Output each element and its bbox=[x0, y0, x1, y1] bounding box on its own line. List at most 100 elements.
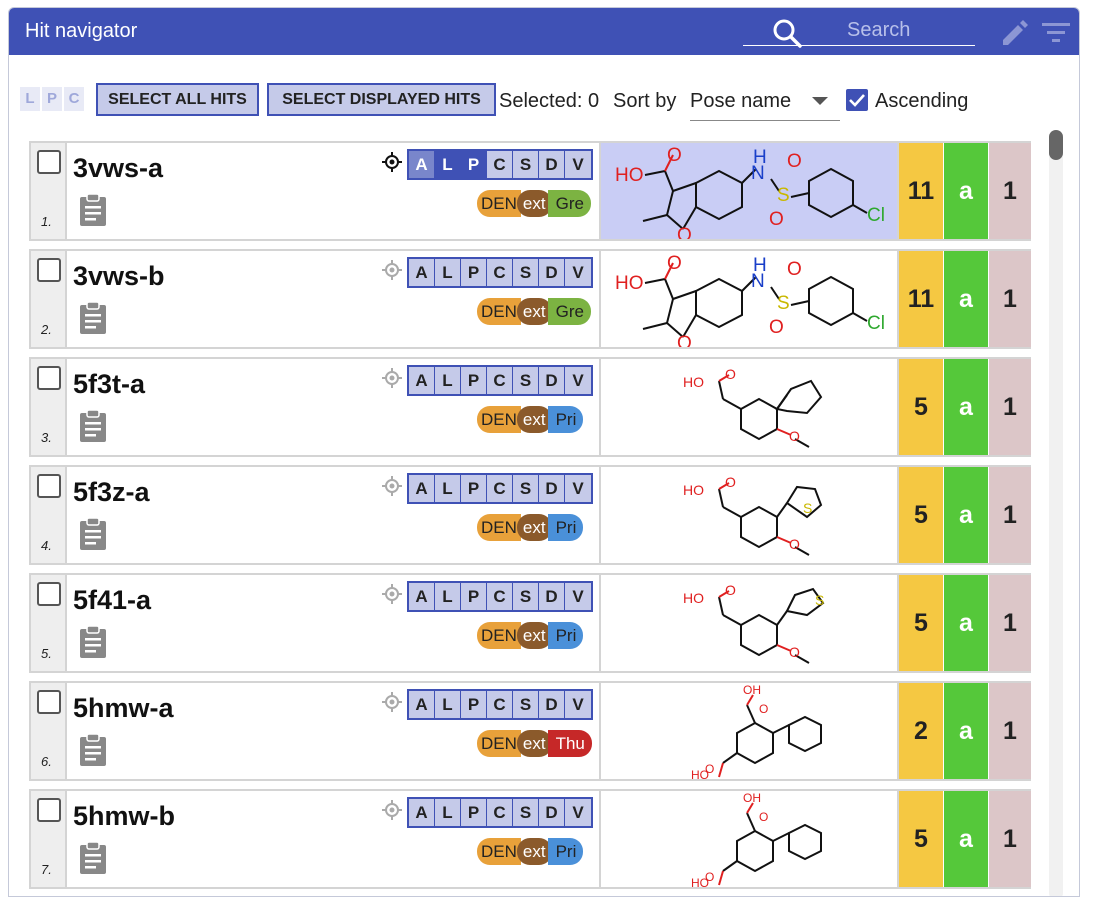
view-toggle-d[interactable]: D bbox=[539, 583, 565, 610]
search-box[interactable] bbox=[743, 16, 975, 48]
view-toggle-v[interactable]: V bbox=[565, 583, 591, 610]
view-toggle-v[interactable]: V bbox=[565, 151, 591, 178]
view-toggle-c[interactable]: C bbox=[487, 799, 513, 826]
filter-c[interactable]: C bbox=[64, 87, 84, 111]
select-displayed-hits-button[interactable]: SELECT DISPLAYED HITS bbox=[267, 83, 496, 116]
view-toggle-a[interactable]: A bbox=[409, 367, 435, 394]
row-checkbox[interactable] bbox=[37, 366, 61, 390]
row-checkbox[interactable] bbox=[37, 798, 61, 822]
view-toggle-l[interactable]: L bbox=[435, 799, 461, 826]
view-toggle-p[interactable]: P bbox=[461, 367, 487, 394]
view-toggle-s[interactable]: S bbox=[513, 691, 539, 718]
view-toggle-a[interactable]: A bbox=[409, 691, 435, 718]
view-toggle-v[interactable]: V bbox=[565, 691, 591, 718]
locate-icon[interactable] bbox=[381, 691, 403, 713]
pose-name[interactable]: 3vws-b bbox=[73, 261, 165, 291]
view-toggle-p[interactable]: P bbox=[461, 151, 487, 178]
view-toggle-s[interactable]: S bbox=[513, 151, 539, 178]
row-checkbox[interactable] bbox=[37, 474, 61, 498]
pose-name[interactable]: 3vws-a bbox=[73, 153, 164, 183]
locate-icon[interactable] bbox=[381, 583, 403, 605]
view-toggle-v[interactable]: V bbox=[565, 799, 591, 826]
view-toggle-a[interactable]: A bbox=[409, 151, 435, 178]
view-toggle-s[interactable]: S bbox=[513, 367, 539, 394]
clipboard-icon[interactable] bbox=[78, 841, 108, 875]
view-toggle-l[interactable]: L bbox=[435, 259, 461, 286]
view-toggle-a[interactable]: A bbox=[409, 259, 435, 286]
view-toggle-p[interactable]: P bbox=[461, 583, 487, 610]
view-toggle-c[interactable]: C bbox=[487, 475, 513, 502]
view-toggle-v[interactable]: V bbox=[565, 259, 591, 286]
view-toggle-l[interactable]: L bbox=[435, 367, 461, 394]
sort-select[interactable]: Pose name bbox=[690, 81, 840, 121]
clipboard-icon[interactable] bbox=[78, 301, 108, 335]
locate-icon[interactable] bbox=[381, 151, 403, 173]
view-toggle-p[interactable]: P bbox=[461, 475, 487, 502]
view-toggle-p[interactable]: P bbox=[461, 259, 487, 286]
select-all-hits-button[interactable]: SELECT ALL HITS bbox=[96, 83, 259, 116]
view-toggle-a[interactable]: A bbox=[409, 799, 435, 826]
view-toggle-d[interactable]: D bbox=[539, 151, 565, 178]
view-toggle-d[interactable]: D bbox=[539, 259, 565, 286]
view-toggle-v[interactable]: V bbox=[565, 367, 591, 394]
pose-name[interactable]: 5f3z-a bbox=[73, 477, 150, 507]
locate-icon[interactable] bbox=[381, 367, 403, 389]
view-toggle-l[interactable]: L bbox=[435, 691, 461, 718]
clipboard-icon[interactable] bbox=[78, 733, 108, 767]
pose-name[interactable]: 5f3t-a bbox=[73, 369, 146, 399]
pose-name[interactable]: 5hmw-a bbox=[73, 693, 174, 723]
pose-name[interactable]: 5f41-a bbox=[73, 585, 152, 615]
view-toggle-p[interactable]: P bbox=[461, 799, 487, 826]
filter-l[interactable]: L bbox=[20, 87, 40, 111]
scrollbar-thumb[interactable] bbox=[1049, 130, 1063, 160]
view-toggle-a[interactable]: A bbox=[409, 583, 435, 610]
view-toggle-c[interactable]: C bbox=[487, 691, 513, 718]
view-toggle-c[interactable]: C bbox=[487, 367, 513, 394]
clipboard-icon[interactable] bbox=[78, 517, 108, 551]
view-toggle-l[interactable]: L bbox=[435, 475, 461, 502]
view-toggle-s[interactable]: S bbox=[513, 259, 539, 286]
clipboard-icon[interactable] bbox=[78, 409, 108, 443]
row-checkbox[interactable] bbox=[37, 690, 61, 714]
edit-icon[interactable] bbox=[997, 18, 1031, 48]
view-toggle-v[interactable]: V bbox=[565, 475, 591, 502]
view-toggle-d[interactable]: D bbox=[539, 475, 565, 502]
scrollbar-track[interactable] bbox=[1049, 130, 1063, 896]
view-toggle-d[interactable]: D bbox=[539, 799, 565, 826]
view-toggle-a[interactable]: A bbox=[409, 475, 435, 502]
row-checkbox[interactable] bbox=[37, 582, 61, 606]
filter-icon[interactable] bbox=[1039, 18, 1073, 48]
view-toggle-c[interactable]: C bbox=[487, 259, 513, 286]
row-checkbox[interactable] bbox=[37, 258, 61, 282]
view-toggle-c[interactable]: C bbox=[487, 583, 513, 610]
locate-icon[interactable] bbox=[381, 259, 403, 281]
pose-name[interactable]: 5hmw-b bbox=[73, 801, 176, 831]
clipboard-icon[interactable] bbox=[78, 625, 108, 659]
svg-text:O: O bbox=[787, 151, 802, 172]
view-toggle-s[interactable]: S bbox=[513, 799, 539, 826]
view-toggle-l[interactable]: L bbox=[435, 151, 461, 178]
clipboard-icon[interactable] bbox=[78, 193, 108, 227]
search-input[interactable] bbox=[847, 19, 967, 42]
locate-icon[interactable] bbox=[381, 475, 403, 497]
view-toggle-d[interactable]: D bbox=[539, 367, 565, 394]
view-toggle-l[interactable]: L bbox=[435, 583, 461, 610]
search-icon[interactable] bbox=[771, 17, 805, 51]
filter-p[interactable]: P bbox=[42, 87, 62, 111]
view-toggle-c[interactable]: C bbox=[487, 151, 513, 178]
check-icon bbox=[849, 94, 865, 107]
locate-icon[interactable] bbox=[381, 799, 403, 821]
view-toggle-s[interactable]: S bbox=[513, 475, 539, 502]
ascending-checkbox[interactable] bbox=[846, 89, 868, 111]
row-checkbox[interactable] bbox=[37, 150, 61, 174]
view-toggle-d[interactable]: D bbox=[539, 691, 565, 718]
view-toggle-s[interactable]: S bbox=[513, 583, 539, 610]
view-toggle-p[interactable]: P bbox=[461, 691, 487, 718]
